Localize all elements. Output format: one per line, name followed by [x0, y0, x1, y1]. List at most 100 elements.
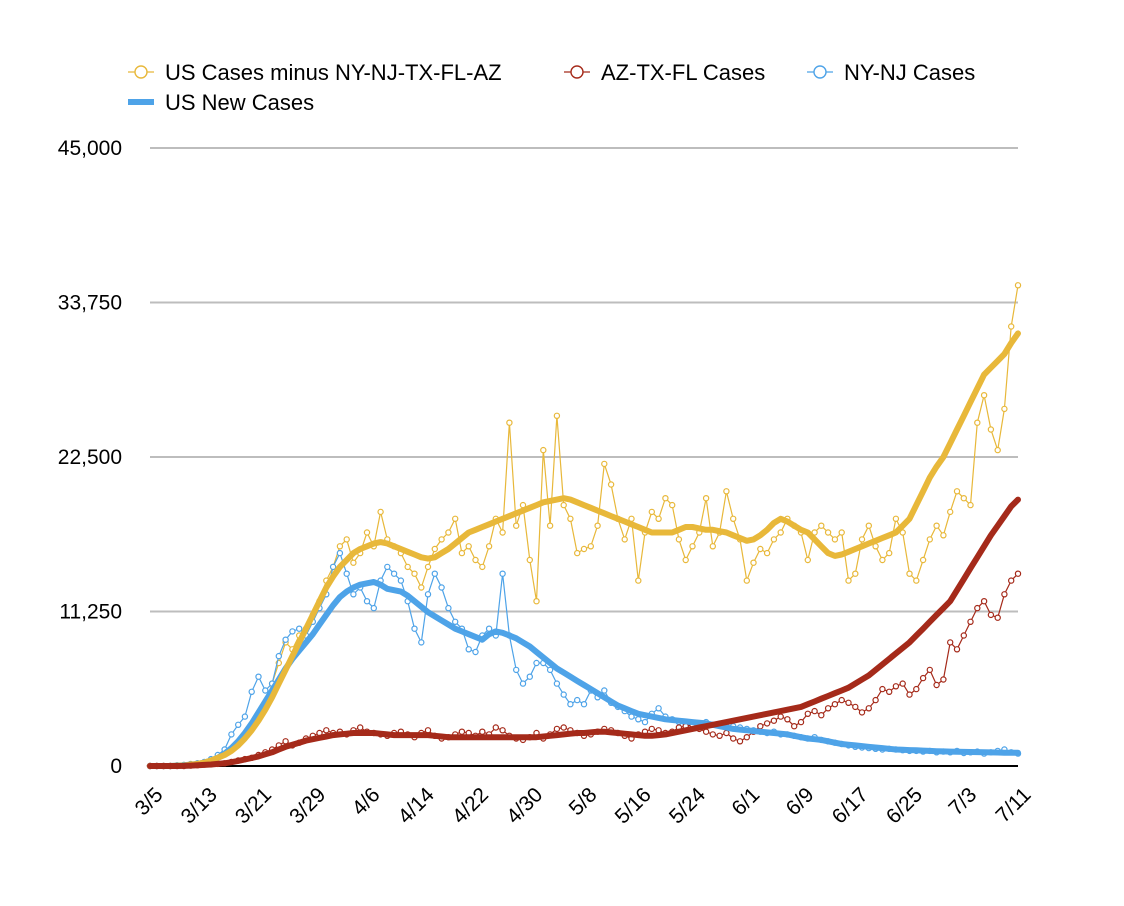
data-point	[845, 699, 852, 707]
data-point	[648, 725, 656, 733]
data-point	[953, 488, 961, 495]
legend-marker	[134, 65, 148, 79]
data-point	[567, 515, 574, 523]
x-tick-label: 6/25	[882, 783, 927, 828]
data-point	[662, 495, 669, 502]
data-point	[641, 718, 649, 726]
legend-label: AZ-TX-FL Cases	[601, 60, 765, 85]
data-point	[452, 515, 459, 523]
data-point	[743, 734, 751, 741]
data-point	[275, 652, 282, 660]
y-tick-label: 33,750	[58, 292, 122, 315]
data-point	[967, 501, 974, 509]
data-point	[560, 724, 567, 731]
data-point	[818, 712, 825, 719]
data-point	[513, 666, 520, 674]
data-point	[879, 685, 886, 693]
legend-label: NY-NJ Cases	[844, 60, 975, 85]
data-point	[438, 584, 445, 591]
data-point	[757, 723, 764, 730]
data-point	[913, 685, 920, 693]
data-point	[553, 725, 561, 733]
data-point	[858, 709, 866, 716]
x-tick-label: 3/5	[131, 783, 168, 820]
x-tick-label: 6/1	[727, 783, 764, 820]
data-point	[424, 563, 432, 571]
data-point	[506, 419, 513, 426]
data-point	[899, 680, 906, 687]
data-point	[431, 570, 438, 577]
data-point	[329, 563, 337, 571]
data-point	[797, 718, 805, 726]
data-point	[750, 559, 757, 566]
x-tick-label: 5/16	[611, 783, 656, 828]
data-point	[994, 614, 1001, 621]
data-point	[879, 556, 886, 564]
data-point	[845, 577, 852, 584]
data-point	[886, 688, 893, 696]
data-point	[682, 556, 689, 564]
data-point	[465, 543, 472, 550]
data-point	[906, 570, 913, 577]
data-point	[533, 598, 540, 605]
data-point	[553, 680, 561, 687]
data-point	[926, 536, 934, 543]
data-point	[947, 639, 954, 646]
data-point	[940, 676, 947, 683]
series-az-tx-fl-cases	[146, 570, 1022, 770]
data-point	[818, 522, 825, 529]
data-point	[919, 556, 927, 564]
data-point	[499, 570, 506, 577]
data-point	[445, 529, 452, 536]
data-point	[526, 673, 534, 680]
data-point	[675, 536, 683, 543]
data-point	[323, 727, 330, 734]
x-tick-label: 7/11	[991, 783, 1035, 827]
data-point	[296, 625, 303, 632]
legend-marker	[570, 65, 584, 79]
data-point	[689, 543, 696, 550]
data-point	[479, 563, 486, 571]
data-point	[411, 570, 418, 577]
series-us-cases-minus-ny-nj-tx-fl-az-7-day-avg-	[147, 330, 1021, 769]
data-point	[906, 691, 913, 698]
data-point	[980, 598, 988, 605]
data-point	[546, 522, 554, 529]
data-point	[350, 559, 357, 566]
data-point	[702, 728, 710, 735]
series-az-tx-fl-cases-7-day-avg-	[147, 496, 1021, 769]
data-point	[458, 549, 466, 557]
data-point	[350, 591, 357, 598]
data-point	[940, 532, 947, 539]
data-point	[262, 687, 269, 694]
data-point	[974, 419, 981, 426]
data-point	[431, 545, 438, 553]
data-point	[913, 577, 920, 584]
data-point	[546, 666, 554, 674]
data-point	[241, 713, 249, 720]
data-point	[574, 549, 581, 557]
legend-item: AZ-TX-FL Cases	[564, 60, 765, 85]
data-point	[411, 625, 418, 632]
data-point	[363, 598, 371, 605]
data-point	[580, 545, 588, 553]
data-point	[533, 659, 540, 667]
data-point	[770, 717, 778, 724]
y-axis-ticks: 0 11,250 22,500 33,750 45,000	[58, 137, 122, 778]
data-point	[404, 563, 411, 571]
data-point	[994, 446, 1001, 454]
data-point	[852, 570, 859, 577]
data-point	[594, 522, 601, 529]
data-point	[770, 536, 778, 543]
x-axis-ticks: 3/5 3/13 3/21 3/29 4/6 4/14 4/22 4/30 5/8 5/16 5/2…	[131, 783, 1036, 828]
data-point	[865, 705, 873, 712]
x-tick-label: 3/13	[177, 783, 222, 828]
x-tick-label: 6/17	[828, 783, 873, 828]
data-point	[723, 729, 730, 737]
data-point	[289, 628, 296, 635]
data-point	[445, 604, 452, 612]
data-point	[974, 604, 981, 612]
data-point	[655, 705, 662, 712]
data-point	[892, 683, 900, 690]
x-tick-label: 3/21	[231, 783, 276, 828]
